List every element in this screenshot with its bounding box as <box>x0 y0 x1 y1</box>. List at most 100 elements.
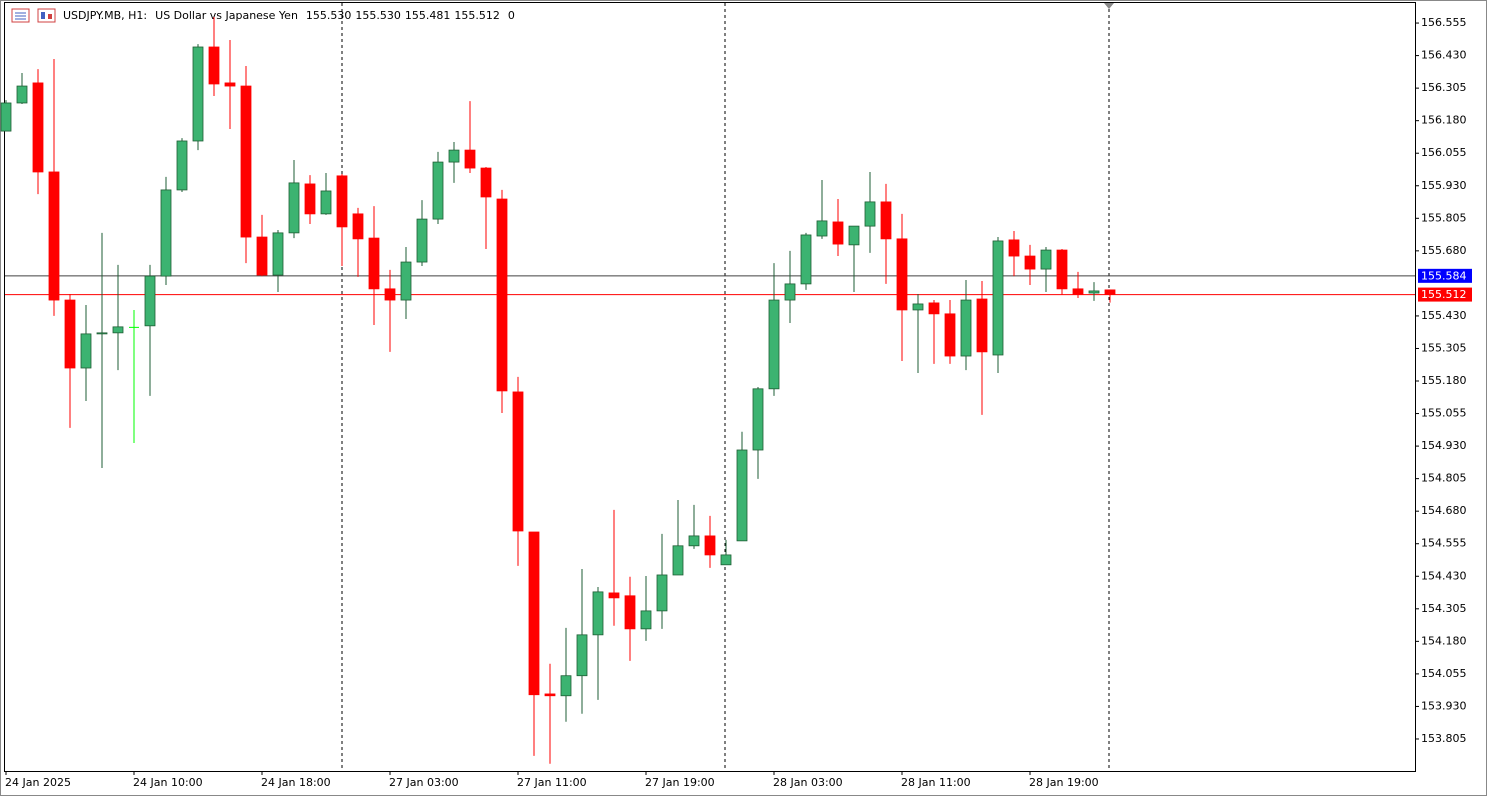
icon-chart[interactable] <box>37 8 56 23</box>
candle-body <box>1040 249 1052 270</box>
candle-body <box>352 213 364 240</box>
y-tick-label: 153.930 <box>1421 699 1467 712</box>
y-tick-label: 154.180 <box>1421 634 1467 647</box>
candle-body <box>64 299 76 369</box>
candle-body <box>480 167 492 198</box>
candle-body <box>416 218 428 263</box>
x-tick-label: 28 Jan 19:00 <box>1029 776 1099 789</box>
candle-body <box>80 333 92 369</box>
candle-body <box>640 610 652 630</box>
candle-body <box>704 535 716 556</box>
y-tick-label: 154.555 <box>1421 537 1467 550</box>
candle-body <box>304 183 316 215</box>
candle-body <box>1072 288 1084 295</box>
candle-body <box>752 388 764 451</box>
header-value: 155.530 <box>306 9 352 22</box>
candle-body <box>256 236 268 276</box>
y-tick-label: 154.305 <box>1421 602 1467 615</box>
y-tick-label: 156.305 <box>1421 81 1467 94</box>
candle-body <box>672 545 684 576</box>
candle-body <box>816 220 828 237</box>
candle-body <box>896 238 908 311</box>
candle-body <box>864 201 876 227</box>
x-tick-label: 27 Jan 03:00 <box>389 776 459 789</box>
y-tick-label: 154.680 <box>1421 504 1467 517</box>
y-tick-label: 154.430 <box>1421 569 1467 582</box>
chart-subtitle: US Dollar vs Japanese Yen <box>155 9 298 22</box>
candle-body <box>0 102 12 132</box>
header-value: 155.512 <box>454 9 500 22</box>
candle-body <box>368 237 380 290</box>
candle-body <box>400 261 412 301</box>
plot-area <box>4 2 1416 772</box>
candle-body <box>1056 249 1068 290</box>
candle-body <box>928 302 940 315</box>
y-tick-label: 155.680 <box>1421 244 1467 257</box>
candle-body <box>912 303 924 311</box>
y-tick-label: 155.930 <box>1421 179 1467 192</box>
y-tick-label: 155.305 <box>1421 341 1467 354</box>
x-tick-label: 27 Jan 19:00 <box>645 776 715 789</box>
candle-body <box>832 221 844 245</box>
candle-body <box>560 675 572 697</box>
candle-body <box>16 85 28 104</box>
y-tick-label: 155.055 <box>1421 407 1467 420</box>
candle-body <box>96 332 108 335</box>
candle-body <box>512 391 524 532</box>
candle-body <box>624 595 636 630</box>
candle-body <box>448 149 460 163</box>
header-value: 155.530 <box>355 9 401 22</box>
candle-body <box>129 326 139 328</box>
candle-body <box>432 161 444 220</box>
candle-body <box>112 326 124 334</box>
x-tick-label: 24 Jan 10:00 <box>133 776 203 789</box>
candle-body <box>288 182 300 234</box>
bid-label: 155.512 <box>1421 288 1467 301</box>
candle-body <box>592 591 604 636</box>
ask-tag <box>1418 268 1472 283</box>
chart-title: USDJPY.MB, H1: <box>63 9 147 22</box>
x-tick-label: 28 Jan 11:00 <box>901 776 971 789</box>
candle-body <box>976 298 988 353</box>
y-tick-label: 156.555 <box>1421 16 1467 29</box>
candle-body <box>1008 239 1020 257</box>
x-tick-label: 24 Jan 18:00 <box>261 776 331 789</box>
candle-body <box>224 82 236 87</box>
y-tick-label: 155.430 <box>1421 309 1467 322</box>
bid-tag <box>1418 287 1472 302</box>
candle-body <box>496 198 508 392</box>
candle-body <box>608 592 620 599</box>
candle-body <box>992 240 1004 356</box>
candle-body <box>32 82 44 173</box>
y-tick-label: 154.055 <box>1421 667 1467 680</box>
y-tick-label: 156.180 <box>1421 114 1467 127</box>
candle-body <box>960 299 972 357</box>
candle-body <box>160 189 172 277</box>
candle-body <box>656 574 668 612</box>
candle-body <box>576 634 588 677</box>
candles <box>0 17 1116 764</box>
y-tick-label: 155.805 <box>1421 211 1467 224</box>
candle-body <box>720 554 732 566</box>
y-tick-label: 154.805 <box>1421 472 1467 485</box>
candle-body <box>384 288 396 301</box>
candle-body <box>1104 289 1116 295</box>
y-tick-label: 156.055 <box>1421 146 1467 159</box>
x-tick-label: 24 Jan 2025 <box>5 776 71 789</box>
candle-body <box>768 299 780 390</box>
y-tick-label: 153.805 <box>1421 732 1467 745</box>
candle-body <box>944 313 956 357</box>
candle-body <box>48 171 60 301</box>
candle-body <box>848 225 860 246</box>
candle-body <box>544 693 556 697</box>
candle-body <box>336 175 348 228</box>
candle-body <box>736 449 748 542</box>
icon-menu[interactable] <box>11 8 30 23</box>
header-volume: 0 <box>508 9 515 22</box>
ask-label: 155.584 <box>1421 269 1467 282</box>
x-tick-label: 28 Jan 03:00 <box>773 776 843 789</box>
header-value: 155.481 <box>405 9 451 22</box>
